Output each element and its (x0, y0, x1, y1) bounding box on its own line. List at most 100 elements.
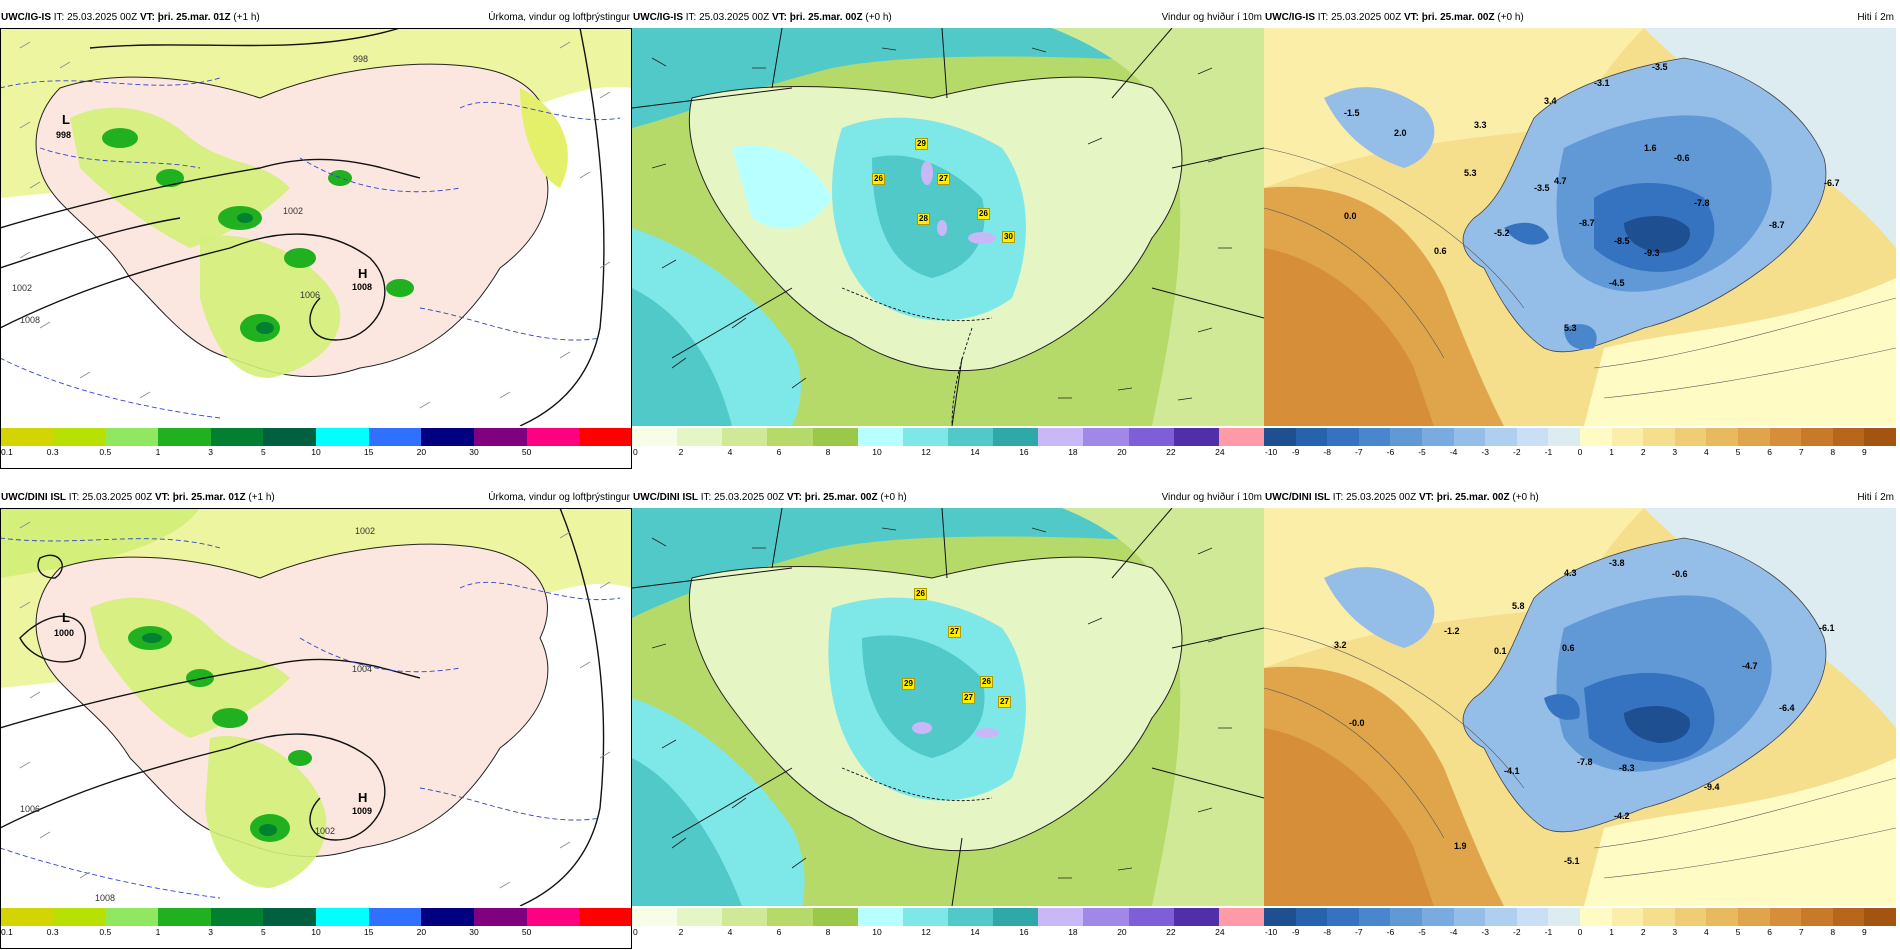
colorbar-tick-label: -1 (1544, 447, 1553, 457)
panel-wind-igis: UWC/IG-IS IT: 25.03.2025 00Z VT: þri. 25… (632, 10, 1265, 468)
temperature-value: -8.5 (1614, 236, 1630, 246)
colorbar-tick-label: 15 (363, 447, 374, 457)
wind-map[interactable]: 29 26 27 28 26 30 (632, 28, 1264, 426)
init-time: IT: 25.03.2025 00Z (1317, 12, 1402, 23)
colorbar-tick-label: -7 (1355, 927, 1363, 937)
panel-title: Vindur og hviður í 10m (1161, 492, 1262, 503)
colorbar-tick-label: 0.3 (46, 927, 59, 937)
colorbar-swatch (52, 428, 106, 446)
colorbar-swatch (158, 428, 211, 446)
precip-map[interactable]: H 1008 L 998 998 1002 1006 1008 1002 (0, 28, 632, 426)
colorbar-tick-label: -7 (1355, 447, 1363, 457)
wind-map[interactable]: 26 27 29 26 27 27 (632, 508, 1264, 906)
temperature-value: -3.5 (1534, 183, 1550, 193)
valid-time: VT: þri. 25.mar. 00Z (1418, 492, 1510, 503)
colorbar-tick-label: -5 (1418, 927, 1426, 937)
colorbar-swatch (263, 428, 317, 446)
colorbar-swatch (1390, 428, 1423, 446)
colorbar-swatch (579, 428, 633, 446)
colorbar-tick-label: -1 (1544, 927, 1553, 937)
colorbar-tick-label: -2 (1513, 927, 1521, 937)
colorbar-tick-label: 8 (1830, 927, 1836, 937)
colorbar-swatch (1801, 908, 1834, 926)
colorbar-tick-label: 0 (633, 927, 638, 937)
valid-time: VT: þri. 25.mar. 00Z (771, 12, 863, 23)
colorbar-swatch (316, 428, 369, 446)
colorbar-swatch (993, 428, 1040, 446)
colorbar-tick-label: 3 (208, 447, 214, 457)
high-pressure-value: 1008 (352, 282, 373, 292)
colorbar-swatch (1264, 428, 1296, 446)
panel-precip-igis: UWC/IG-IS IT: 25.03.2025 00Z VT: þri. 25… (0, 10, 633, 469)
colorbar-tick-label: 0.1 (1, 927, 13, 937)
init-time: IT: 25.03.2025 00Z (685, 12, 770, 23)
temperature-value: -4.2 (1614, 811, 1630, 821)
high-pressure-value: 1009 (352, 806, 373, 816)
colorbar-tick-label: 7 (1798, 927, 1804, 937)
colorbar-swatch (1485, 908, 1518, 926)
colorbar-swatch (902, 428, 949, 446)
colorbar-swatch (1738, 428, 1770, 446)
colorbar-tick-label: 16 (1019, 927, 1029, 937)
gust-value-badge: 27 (937, 173, 950, 185)
colorbar-tick-label: 22 (1166, 447, 1176, 457)
temperature-value: 1.9 (1454, 841, 1467, 851)
colorbar-tick-label: 10 (311, 447, 321, 457)
colorbar-swatch (421, 428, 475, 446)
colorbar-swatch (632, 908, 678, 926)
isobar-label: 1002 (283, 206, 304, 216)
colorbar-swatch (1864, 908, 1897, 926)
colorbar-swatch (812, 428, 859, 446)
colorbar-tick-label: 9 (1862, 927, 1867, 937)
colorbar-tick-label: 8 (825, 447, 831, 457)
colorbar-swatch (1264, 908, 1296, 926)
gust-value-badge: 29 (915, 138, 928, 150)
temperature-value: 3.2 (1334, 640, 1347, 650)
panel-header: UWC/IG-IS IT: 25.03.2025 00Z VT: þri. 25… (0, 10, 632, 26)
colorbar-tick-label: 24 (1215, 447, 1225, 457)
colorbar-swatch (368, 428, 422, 446)
colorbar-tick-label: -8 (1323, 447, 1331, 457)
colorbar-swatch (1358, 428, 1391, 446)
gust-value-badge: 26 (914, 588, 927, 600)
colorbar-tick-label: 5 (1735, 927, 1741, 937)
colorbar-swatch (1643, 428, 1676, 446)
colorbar-swatch (1801, 428, 1834, 446)
colorbar-swatch (722, 908, 769, 926)
colorbar (1264, 428, 1897, 446)
temperature-value: -9.4 (1704, 782, 1720, 792)
colorbar-swatch (210, 908, 264, 926)
lead-time: (+1 h) (248, 492, 275, 503)
colorbar-swatch (1611, 428, 1644, 446)
colorbar-tick-label: 0 (633, 447, 638, 457)
colorbar-tick-label: 50 (521, 447, 532, 457)
colorbar-tick-label: 1 (155, 447, 161, 457)
temperature-value: -3.5 (1652, 62, 1668, 72)
colorbar-swatch (1516, 908, 1549, 926)
isobar-label: 1002 (12, 283, 33, 293)
temperature-value: -6.1 (1819, 623, 1835, 633)
isobar-label: 1002 (315, 826, 336, 836)
colorbar-swatch (105, 428, 159, 446)
colorbar-swatch (1738, 908, 1770, 926)
colorbar-swatch (105, 908, 159, 926)
model-name: UWC/DINI ISL (633, 492, 698, 503)
colorbar-labels: 0 2 4 6 8 10 12 14 16 18 20 22 24 (632, 447, 1264, 459)
isobar-label: 998 (353, 54, 369, 64)
colorbar-swatch (1864, 428, 1897, 446)
temperature-value: 5.8 (1512, 601, 1525, 611)
colorbar (0, 908, 633, 926)
colorbar-tick-label: -9 (1291, 447, 1300, 457)
colorbar-swatch (474, 908, 527, 926)
init-time: IT: 25.03.2025 00Z (1332, 492, 1417, 503)
colorbar-tick-label: 30 (469, 447, 479, 457)
colorbar-swatch (948, 908, 994, 926)
temperature-value: -0.0 (1349, 718, 1365, 728)
temperature-map[interactable]: -3.8 -0.6 5.8 4.3 -1.2 3.2 0.1 0.6 -6.1 -4.7 -6.4 -… (1264, 508, 1896, 906)
precip-map[interactable]: H 1009 L 1000 1002 1004 1002 1006 1008 (0, 508, 632, 906)
temperature-value: -0.6 (1672, 569, 1688, 579)
temperature-map[interactable]: -1.5 2.0 3.3 3.4 -3.1 -3.5 1.6 -0.6 5.3 4.7 -3.5 -6… (1264, 28, 1896, 426)
colorbar-tick-label: 2 (1640, 927, 1646, 937)
valid-time: VT: þri. 25.mar. 01Z (139, 12, 231, 23)
colorbar-tick-label: 14 (970, 927, 980, 937)
